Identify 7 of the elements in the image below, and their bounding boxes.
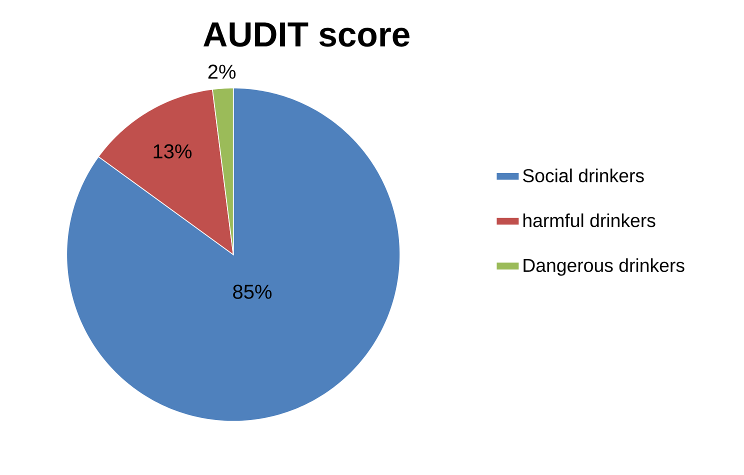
legend-label: Dangerous drinkers — [524, 258, 684, 276]
legend-label: Social drinkers — [523, 168, 644, 182]
data-label: 2% — [208, 64, 236, 79]
legend-label: harmful drinkers — [523, 214, 656, 228]
chart-title: AUDIT score — [204, 22, 410, 47]
data-label: 85% — [233, 284, 272, 300]
data-label: 13% — [154, 144, 192, 159]
